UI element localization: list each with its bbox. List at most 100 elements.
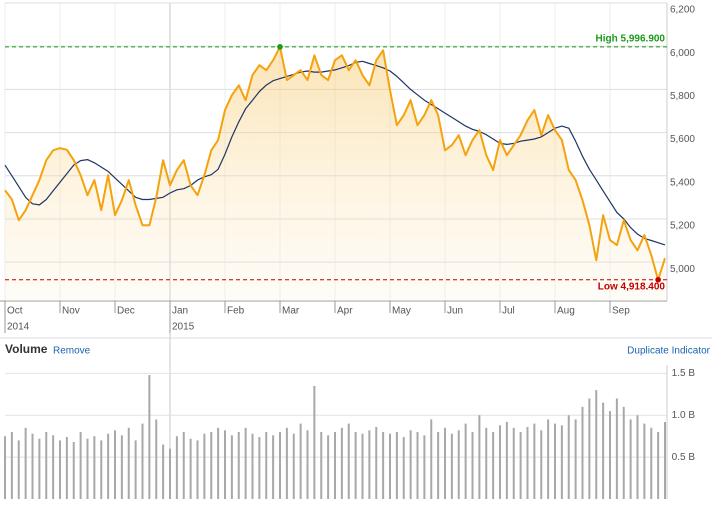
volume-bar — [540, 430, 543, 499]
y-tick-label: 5,200 — [670, 221, 695, 232]
volume-bar — [141, 423, 144, 499]
volume-bar — [59, 440, 61, 499]
x-tick-label: Aug — [557, 306, 575, 317]
x-tick-label: Dec — [117, 306, 135, 317]
volume-bar — [237, 432, 240, 499]
volume-bar — [485, 427, 488, 499]
volume-bar — [382, 432, 385, 499]
x-tick-label: Nov — [62, 306, 80, 317]
volume-bar — [24, 427, 27, 499]
volume-bar — [409, 430, 412, 499]
volume-bar — [533, 423, 536, 499]
y-tick-label: 6,000 — [670, 48, 695, 59]
volume-bar — [251, 433, 254, 499]
low-label: Low 4,918.400 — [598, 281, 666, 292]
volume-bar — [72, 442, 75, 499]
volume-bar — [450, 433, 453, 499]
volume-bar — [492, 432, 495, 499]
high-label: High 5,996.900 — [596, 33, 666, 44]
volume-bar — [588, 398, 591, 499]
volume-bar — [86, 438, 89, 499]
low-dot — [655, 276, 661, 283]
y-tick-label: 1.5 B — [672, 368, 696, 379]
volume-bar — [512, 427, 515, 499]
volume-bar — [107, 433, 110, 499]
volume-bar — [347, 423, 350, 499]
volume-bar — [120, 435, 123, 499]
volume-bar — [554, 423, 556, 499]
volume-bar — [650, 427, 653, 499]
volume-bar — [430, 419, 433, 499]
volume-bar — [595, 390, 598, 499]
volume-bar — [299, 423, 302, 499]
volume-bar — [354, 432, 357, 499]
volume-bar — [10, 432, 13, 499]
volume-bar — [464, 423, 467, 499]
volume-bar — [230, 435, 233, 499]
x-tick-label: Oct — [7, 306, 23, 317]
volume-bar — [134, 440, 137, 499]
volume-bar — [313, 385, 316, 499]
volume-bar — [499, 425, 501, 499]
volume-bar — [402, 437, 405, 499]
remove-link[interactable]: Remove — [53, 346, 91, 357]
volume-bar — [45, 432, 48, 499]
volume-bar — [340, 427, 343, 499]
volume-bar — [79, 432, 82, 499]
volume-bar — [664, 421, 666, 499]
volume-bar — [361, 433, 364, 499]
x-tick-label: Feb — [227, 306, 245, 317]
volume-bar — [244, 427, 247, 499]
price-line — [4, 45, 666, 281]
volume-bar — [292, 433, 295, 499]
volume-bar — [17, 440, 20, 499]
volume-bar — [306, 430, 309, 499]
volume-bar — [368, 430, 371, 499]
x-tick-label: May — [392, 306, 411, 317]
volume-bar — [93, 436, 96, 499]
volume-bar — [100, 440, 103, 499]
volume-bar — [224, 430, 226, 499]
volume-bar — [615, 398, 618, 499]
volume-bar — [114, 430, 116, 499]
volume-bar — [437, 432, 440, 499]
volume-bar — [395, 432, 398, 499]
volume-bar — [423, 435, 426, 499]
volume-bar — [526, 426, 529, 499]
x-tick-label: Jan — [172, 306, 188, 317]
volume-bar — [457, 430, 460, 499]
y-tick-label: 5,800 — [670, 91, 695, 102]
volume-bar — [4, 436, 6, 499]
x-tick-label: Sep — [612, 306, 630, 317]
volume-bar — [567, 415, 570, 499]
volume-bar — [560, 425, 563, 499]
volume-bar — [375, 426, 378, 499]
volume-bar — [602, 402, 605, 499]
volume-bar — [519, 432, 522, 499]
volume-bar — [285, 427, 288, 499]
volume-bar — [217, 427, 220, 499]
volume-title: Volume — [5, 342, 48, 356]
volume-bar — [643, 423, 646, 499]
volume-bar — [657, 432, 660, 499]
volume-bar — [636, 415, 639, 499]
volume-bar — [609, 411, 611, 499]
year-label: 2014 — [7, 322, 30, 333]
volume-bar — [272, 435, 275, 499]
volume-bar — [320, 432, 323, 499]
duplicate-indicator-link[interactable]: Duplicate Indicator — [627, 346, 710, 357]
volume-bar — [505, 421, 508, 499]
volume-bar — [203, 433, 206, 499]
volume-bar — [574, 419, 577, 499]
y-tick-label: 6,200 — [670, 5, 695, 16]
volume-bar — [258, 437, 261, 499]
volume-bar — [478, 415, 481, 499]
volume-bar — [65, 437, 68, 499]
volume-bar — [334, 432, 336, 499]
volume-bar — [169, 448, 171, 499]
volume-bar — [210, 432, 213, 499]
volume-bar — [155, 419, 158, 499]
year-label: 2015 — [172, 322, 195, 333]
volume-bar — [182, 432, 185, 499]
x-tick-label: Mar — [282, 306, 300, 317]
